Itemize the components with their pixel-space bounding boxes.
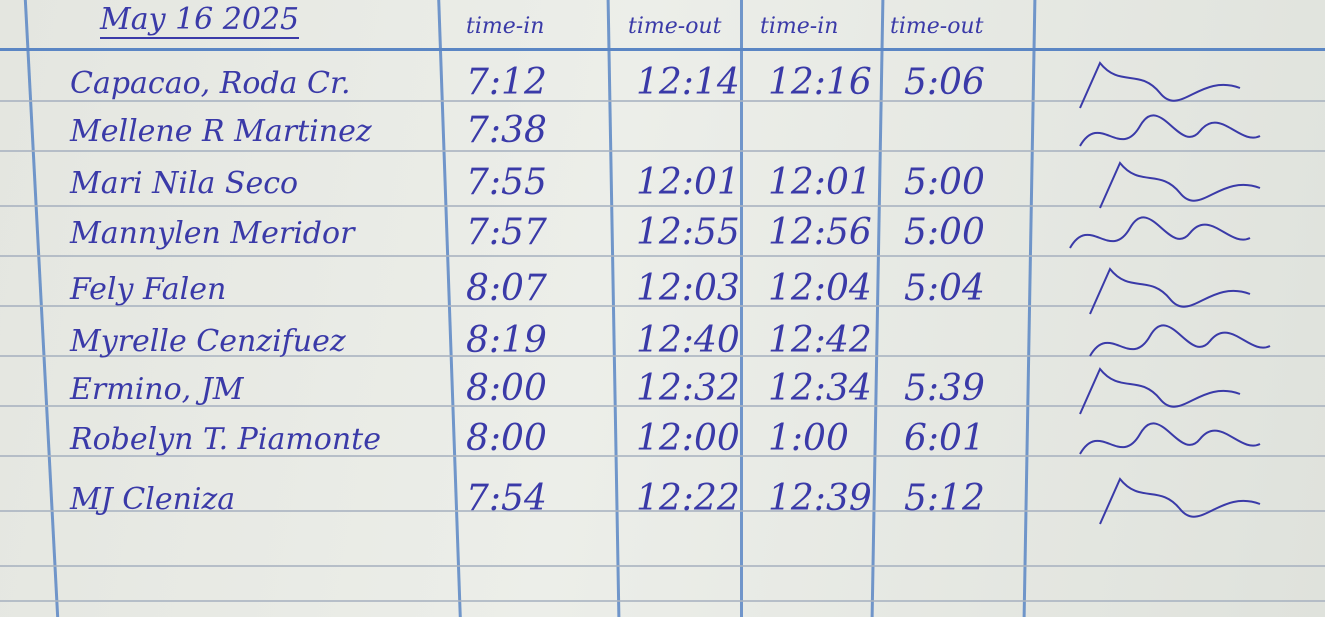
ruled-line	[0, 355, 1325, 357]
ruled-line	[0, 150, 1325, 152]
employee-name: Mannylen Meridor	[70, 216, 355, 251]
employee-name: Capacao, Roda Cr.	[70, 66, 351, 101]
time-am-out: 12:14	[636, 62, 740, 103]
log-date: May 16 2025	[100, 2, 300, 39]
time-pm-out: 5:00	[904, 212, 985, 253]
time-am-out: 12:03	[636, 268, 740, 309]
time-pm-in: 12:42	[768, 320, 872, 361]
time-am-in: 8:19	[466, 320, 547, 361]
column-header-time-out-pm: time-out	[890, 14, 984, 39]
employee-name: Myrelle Cenzifuez	[70, 324, 346, 359]
column-header-time-in-pm: time-in	[760, 14, 839, 39]
time-pm-in: 12:56	[768, 212, 872, 253]
signature	[1099, 477, 1261, 525]
column-divider	[606, 0, 621, 617]
signature	[1089, 267, 1251, 315]
time-pm-in: 1:00	[768, 418, 849, 459]
time-pm-in: 12:04	[768, 268, 872, 309]
time-am-in: 7:57	[466, 212, 547, 253]
signature	[1099, 161, 1261, 209]
time-am-in: 7:12	[466, 62, 547, 103]
ruled-line	[0, 565, 1325, 567]
time-pm-out: 5:39	[904, 368, 985, 409]
ruled-line	[0, 510, 1325, 512]
time-am-in: 8:00	[466, 418, 547, 459]
time-pm-in: 12:01	[768, 162, 872, 203]
time-am-in: 7:38	[466, 110, 547, 151]
ruled-line	[0, 255, 1325, 257]
ruled-line	[0, 100, 1325, 102]
time-pm-in: 12:34	[768, 368, 872, 409]
employee-name: Mellene R Martinez	[70, 114, 372, 149]
time-am-in: 8:07	[466, 268, 547, 309]
ruled-line	[0, 405, 1325, 407]
ruled-line	[0, 455, 1325, 457]
column-header-time-in-am: time-in	[466, 14, 545, 39]
time-pm-out: 5:00	[904, 162, 985, 203]
time-pm-out: 6:01	[904, 418, 985, 459]
time-am-in: 8:00	[466, 368, 547, 409]
ruled-line	[0, 600, 1325, 602]
column-divider	[437, 0, 462, 617]
time-am-out: 12:00	[636, 418, 740, 459]
employee-name: Fely Falen	[70, 272, 227, 307]
ruled-line	[0, 305, 1325, 307]
signature	[1079, 114, 1261, 147]
employee-name: MJ Cleniza	[70, 482, 236, 517]
signature	[1089, 324, 1271, 357]
signature	[1069, 216, 1251, 249]
time-pm-out: 5:04	[904, 268, 985, 309]
employee-name: Robelyn T. Piamonte	[70, 422, 381, 457]
margin-line	[23, 0, 60, 617]
time-am-in: 7:55	[466, 162, 547, 203]
ruled-line	[0, 205, 1325, 207]
column-divider	[740, 0, 743, 617]
employee-name: Mari Nila Seco	[70, 166, 299, 201]
column-header-time-out-am: time-out	[628, 14, 722, 39]
time-am-out: 12:55	[636, 212, 740, 253]
column-divider	[870, 0, 885, 617]
time-am-out: 12:32	[636, 368, 740, 409]
signature	[1079, 367, 1241, 415]
time-am-in: 7:54	[466, 478, 547, 519]
time-am-out: 12:40	[636, 320, 740, 361]
signature	[1079, 61, 1241, 109]
time-am-out: 12:22	[636, 478, 740, 519]
time-am-out: 12:01	[636, 162, 740, 203]
header-rule	[0, 48, 1325, 51]
signature	[1079, 422, 1261, 455]
time-pm-in: 12:39	[768, 478, 872, 519]
time-pm-in: 12:16	[768, 62, 872, 103]
time-pm-out: 5:12	[904, 478, 985, 519]
employee-name: Ermino, JM	[70, 372, 244, 407]
column-divider	[1022, 0, 1037, 617]
time-pm-out: 5:06	[904, 62, 985, 103]
